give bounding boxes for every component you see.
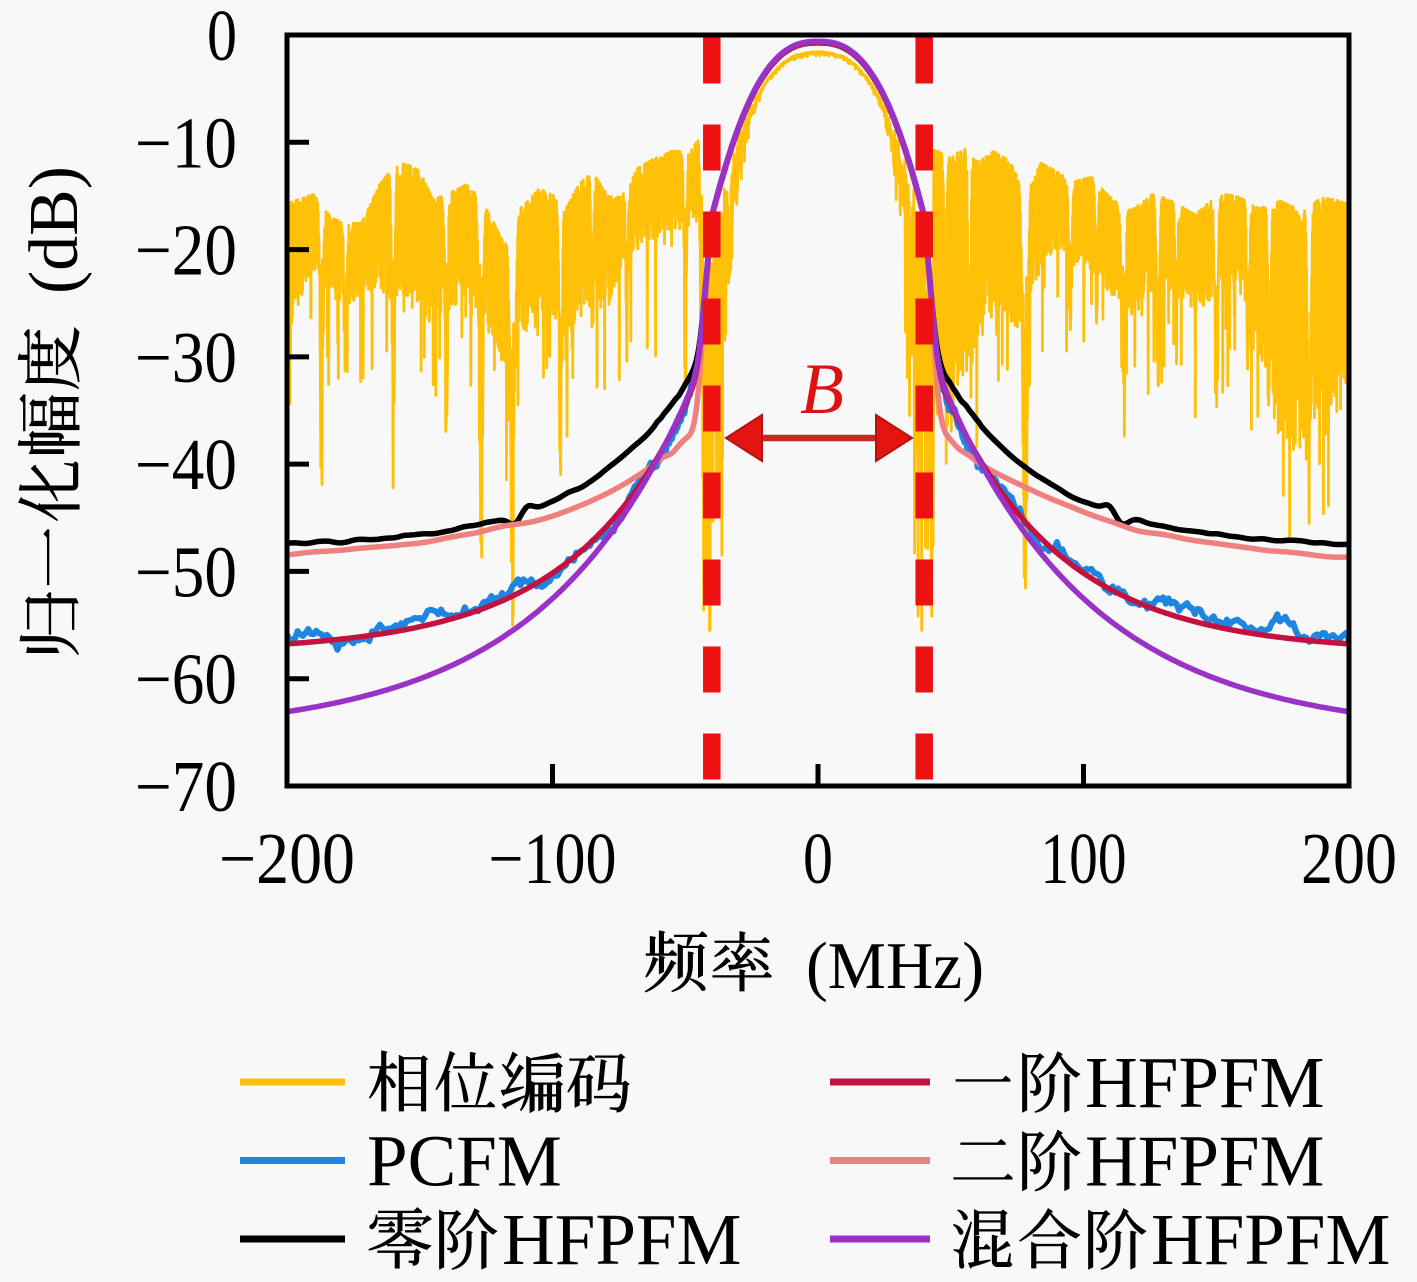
svg-text:B: B [800,349,844,429]
svg-text:(dB): (dB) [16,166,93,294]
svg-text:HFPFM: HFPFM [502,1199,741,1277]
svg-text:−50: −50 [135,531,237,612]
svg-text:−10: −10 [135,102,237,183]
svg-text:0: 0 [803,818,833,899]
svg-text:−30: −30 [135,317,237,398]
svg-text:−200: −200 [219,818,355,899]
svg-text:−20: −20 [135,210,237,291]
svg-text:100: 100 [1041,818,1127,899]
svg-text:HFPFM: HFPFM [1085,1121,1324,1202]
svg-text:−70: −70 [135,746,237,827]
svg-text:(MHz): (MHz) [806,929,984,1003]
svg-text:200: 200 [1301,818,1397,899]
svg-text:−100: −100 [489,818,617,899]
svg-text:−60: −60 [135,639,237,720]
svg-text:−40: −40 [135,424,237,505]
svg-text:PCFM: PCFM [367,1121,562,1202]
svg-text:HFPFM: HFPFM [1151,1199,1390,1277]
svg-text:HFPFM: HFPFM [1085,1042,1324,1123]
svg-text:0: 0 [207,0,237,76]
